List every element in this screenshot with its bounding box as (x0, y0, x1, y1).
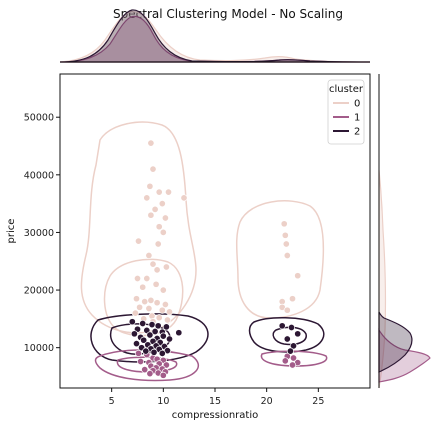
point-cluster-2-15 (166, 336, 172, 342)
point-cluster-0-13 (135, 238, 141, 244)
point-cluster-0-24 (133, 296, 139, 302)
point-cluster-0-35 (156, 315, 162, 321)
point-cluster-0-34 (149, 313, 155, 319)
y-tick-label: 50000 (24, 113, 54, 124)
point-cluster-2-9 (176, 330, 182, 336)
x-tick-label: 5 (109, 396, 115, 407)
point-cluster-0-17 (163, 264, 169, 270)
point-cluster-0-39 (281, 221, 287, 227)
point-cluster-2-30 (279, 323, 285, 329)
point-cluster-0-6 (181, 195, 187, 201)
y-tick-label: 20000 (24, 286, 54, 297)
y-tick-label: 10000 (24, 343, 54, 354)
point-cluster-0-1 (150, 166, 156, 172)
y-axis-ticks: 10000 20000 30000 40000 50000 (24, 113, 60, 354)
right-marginal-kde (379, 74, 430, 388)
point-cluster-1-22 (289, 362, 295, 368)
point-cluster-2-1 (140, 320, 146, 326)
point-cluster-0-4 (165, 189, 171, 195)
point-cluster-0-19 (134, 275, 140, 281)
point-cluster-0-3 (156, 189, 162, 195)
point-cluster-0-31 (159, 307, 165, 313)
x-tick-label: 20 (261, 396, 273, 407)
point-cluster-2-31 (288, 324, 294, 330)
legend-label-2: 2 (354, 127, 360, 138)
point-cluster-0-7 (159, 200, 165, 206)
point-cluster-0-32 (166, 309, 172, 315)
x-axis-label: compressionratio (172, 410, 258, 421)
point-cluster-0-10 (162, 215, 168, 221)
point-cluster-0-43 (295, 273, 301, 279)
y-tick-label: 30000 (24, 228, 54, 239)
point-cluster-0-11 (156, 224, 162, 230)
contour-cluster-2-right (250, 318, 324, 352)
point-cluster-0-28 (162, 301, 168, 307)
point-cluster-2-35 (287, 348, 293, 354)
point-cluster-1-0 (135, 350, 141, 356)
point-cluster-1-5 (137, 358, 143, 364)
x-tick-label: 15 (209, 396, 221, 407)
point-cluster-2-32 (295, 331, 301, 337)
kde-contours (81, 122, 326, 380)
point-cluster-0-20 (144, 275, 150, 281)
point-cluster-0-41 (283, 241, 289, 247)
point-cluster-0-30 (146, 305, 152, 311)
point-cluster-1-20 (282, 358, 288, 364)
point-cluster-0-12 (160, 229, 166, 235)
point-cluster-2-2 (149, 321, 155, 327)
point-cluster-0-9 (148, 212, 154, 218)
legend-label-0: 0 (354, 99, 360, 110)
main-plot-area (60, 74, 370, 388)
x-tick-label: 10 (157, 396, 169, 407)
point-cluster-0-16 (150, 261, 156, 267)
y-axis-label: price (6, 219, 17, 244)
point-cluster-0-37 (164, 317, 170, 323)
legend-title: cluster (329, 84, 364, 95)
point-cluster-0-15 (146, 252, 152, 258)
x-tick-label: 25 (312, 396, 324, 407)
legend: cluster 0 1 2 (328, 80, 364, 144)
point-cluster-0-14 (155, 241, 161, 247)
x-axis-ticks: 5 10 15 20 25 (109, 388, 325, 407)
point-cluster-0-27 (154, 300, 160, 306)
point-cluster-2-12 (160, 333, 166, 339)
point-cluster-2-0 (129, 319, 135, 325)
point-cluster-0-29 (136, 304, 142, 310)
point-cluster-2-27 (143, 348, 149, 354)
point-cluster-0-8 (152, 206, 158, 212)
point-cluster-0-22 (140, 284, 146, 290)
point-cluster-0-40 (282, 232, 288, 238)
point-cluster-0-26 (148, 297, 154, 303)
point-cluster-0-5 (144, 195, 150, 201)
point-cluster-0-47 (284, 307, 290, 313)
point-cluster-0-25 (142, 298, 148, 304)
point-cluster-2-28 (151, 349, 157, 355)
point-cluster-2-11 (147, 332, 153, 338)
point-cluster-0-42 (284, 252, 290, 258)
point-cluster-0-23 (160, 287, 166, 293)
point-cluster-2-33 (284, 336, 290, 342)
point-cluster-1-16 (147, 370, 153, 376)
point-cluster-0-18 (154, 267, 160, 273)
point-cluster-1-17 (160, 372, 166, 378)
y-tick-label: 40000 (24, 170, 54, 181)
point-cluster-2-3 (155, 323, 161, 329)
legend-label-1: 1 (354, 113, 360, 124)
point-cluster-2-29 (159, 350, 165, 356)
point-cluster-2-10 (131, 331, 137, 337)
point-cluster-0-45 (289, 296, 295, 302)
point-cluster-0-0 (148, 140, 154, 146)
point-cluster-0-21 (153, 281, 159, 287)
point-cluster-0-33 (132, 310, 138, 316)
point-cluster-0-2 (147, 183, 153, 189)
